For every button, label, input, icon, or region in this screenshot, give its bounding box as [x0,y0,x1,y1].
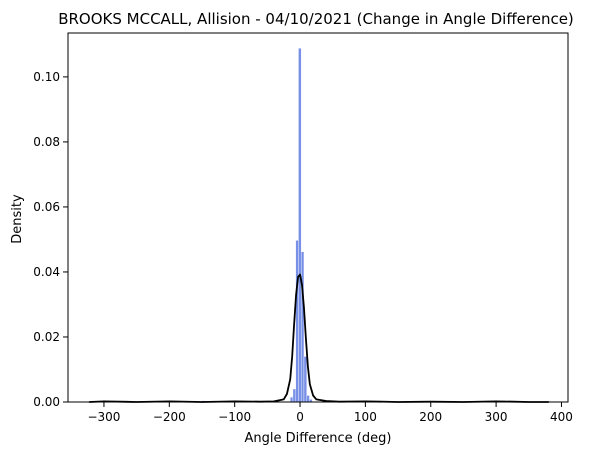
y-tick-label-3: 0.06 [33,200,60,214]
x-tick-label-4: 100 [354,410,377,424]
histogram-bar-1 [292,388,296,403]
x-tick-label-0: −300 [87,410,120,424]
histogram-bar-2 [295,240,299,403]
kde-line [88,273,550,403]
x-tick-label-2: −100 [218,410,251,424]
x-axis-label: Angle Difference (deg) [245,431,392,446]
x-tick-label-6: 300 [485,410,508,424]
y-tick-label-2: 0.04 [33,265,60,279]
histogram-bar-3 [298,48,302,403]
histogram-bar-0 [290,396,294,403]
x-tick-label-3: 0 [296,410,304,424]
histogram-bar-5 [303,356,307,403]
x-tick-label-7: 400 [550,410,573,424]
plot-area [88,48,550,403]
y-tick-label-5: 0.10 [33,70,60,84]
x-tick-label-5: 200 [419,410,442,424]
chart-title: BROOKS MCCALL, Allision - 04/10/2021 (Ch… [58,10,574,28]
histogram-bar-6 [306,395,310,403]
y-tick-label-0: 0.00 [33,395,60,409]
y-tick-label-1: 0.02 [33,330,60,344]
y-tick-label-4: 0.08 [33,135,60,149]
x-tick-label-1: −200 [153,410,186,424]
plot-frame [67,32,569,403]
histogram-bar-4 [301,251,305,403]
axes: −300 −200 −100 0 100 200 300 400 0.00 0.02 0.04 0.0… [33,32,573,424]
y-axis-label: Density [10,194,25,244]
